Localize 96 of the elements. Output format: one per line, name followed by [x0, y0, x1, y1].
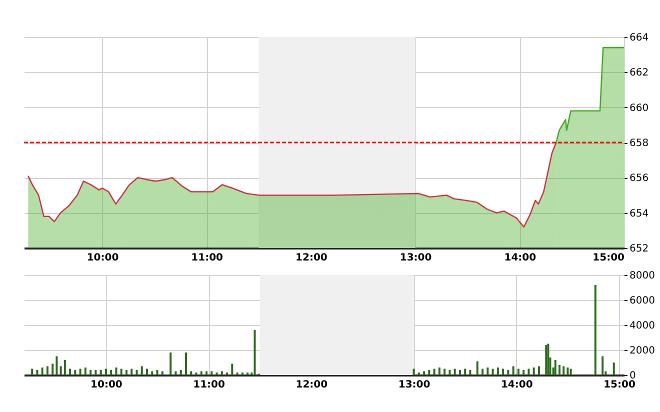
- bar: [60, 366, 62, 375]
- bar: [554, 360, 556, 375]
- bar: [74, 370, 76, 375]
- bar: [476, 361, 478, 375]
- bar: [448, 370, 451, 375]
- x-tick-label: 12:00: [296, 380, 328, 390]
- bar: [522, 370, 525, 375]
- bar: [210, 371, 213, 375]
- bar: [464, 368, 466, 375]
- bar: [433, 368, 436, 375]
- bar: [486, 368, 489, 375]
- bar: [507, 370, 510, 375]
- bar: [84, 368, 86, 375]
- bar: [151, 371, 154, 375]
- bar: [170, 352, 172, 375]
- bar: [444, 368, 446, 375]
- bar: [454, 368, 456, 375]
- bar: [517, 368, 520, 375]
- x-tick-label: 10:00: [86, 252, 119, 264]
- bar: [136, 370, 138, 375]
- bar: [438, 368, 440, 375]
- bar: [492, 368, 494, 375]
- bar: [52, 364, 54, 375]
- y-tick-label: 656: [630, 173, 649, 184]
- bar: [140, 366, 143, 375]
- bar: [79, 368, 82, 375]
- bar: [46, 366, 48, 375]
- bar: [594, 285, 596, 375]
- bar: [602, 356, 604, 375]
- bar: [94, 370, 97, 375]
- bar: [512, 366, 514, 375]
- bar: [184, 352, 187, 375]
- x-tick-label: 13:00: [398, 380, 430, 390]
- bar: [200, 371, 202, 375]
- bar: [120, 368, 122, 375]
- bar: [423, 371, 426, 375]
- y-tick-label: 660: [630, 102, 649, 114]
- y-tick-label: 658: [630, 138, 649, 149]
- bar: [528, 368, 530, 375]
- bar: [110, 370, 112, 375]
- x-tick-label: 13:00: [400, 252, 432, 264]
- y-tick-label: 654: [630, 208, 649, 220]
- y-tick-label: 662: [630, 68, 649, 79]
- bar: [482, 368, 484, 375]
- bar: [231, 364, 234, 375]
- bar: [41, 368, 44, 375]
- bar: [56, 356, 58, 375]
- bar: [156, 370, 158, 375]
- bar: [104, 368, 107, 375]
- y-tick-label: 664: [630, 32, 649, 44]
- bar: [115, 368, 118, 375]
- bar: [130, 368, 133, 375]
- bar: [190, 371, 192, 375]
- x-tick-label: 10:00: [90, 380, 122, 390]
- bar: [547, 344, 550, 375]
- y-tick-label: 2000: [630, 346, 655, 356]
- x-tick-label: 14:00: [500, 380, 533, 390]
- y-tick-label: 8000: [630, 270, 655, 282]
- bar: [174, 371, 177, 375]
- bar: [161, 371, 164, 375]
- bar: [496, 368, 499, 375]
- y-tick-label: 4000: [630, 320, 655, 332]
- y-tick-label: 0: [630, 370, 636, 382]
- bar: [428, 370, 430, 375]
- bar: [206, 371, 208, 375]
- x-tick-label: 15:00: [604, 380, 636, 390]
- x-tick-label: 11:00: [193, 380, 226, 390]
- bar: [100, 370, 102, 375]
- y-tick-label: 6000: [630, 296, 655, 306]
- bar: [180, 370, 182, 375]
- bar: [562, 366, 565, 375]
- bar: [31, 368, 34, 375]
- bar: [612, 362, 615, 375]
- bar: [146, 368, 148, 375]
- x-tick-label: 12:00: [296, 252, 328, 264]
- bar: [36, 370, 38, 375]
- bar: [220, 371, 223, 375]
- bar: [254, 330, 256, 375]
- bar: [458, 370, 461, 375]
- bar: [532, 368, 535, 375]
- x-tick-label: 15:00: [592, 252, 625, 264]
- bar: [412, 368, 415, 375]
- bar: [566, 368, 569, 375]
- bar: [570, 368, 572, 375]
- bar: [545, 345, 548, 375]
- bar: [502, 368, 504, 375]
- x-tick-label: 14:00: [504, 252, 536, 264]
- bar: [90, 370, 92, 375]
- y-tick-label: 652: [630, 244, 649, 254]
- x-tick-label: 11:00: [191, 252, 224, 264]
- bar: [64, 360, 66, 375]
- bar: [558, 365, 560, 375]
- bar: [469, 370, 472, 375]
- bar: [125, 370, 128, 375]
- bar: [538, 366, 540, 375]
- bar: [69, 368, 72, 375]
